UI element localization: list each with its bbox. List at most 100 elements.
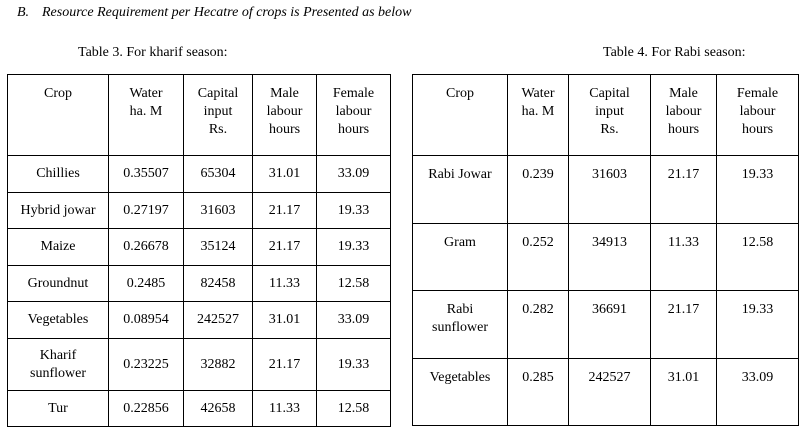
cell-text: Chillies <box>36 166 80 181</box>
cell-male: 21.17 <box>252 228 317 266</box>
cell-text: labour <box>335 104 372 119</box>
cell-capital: 34913 <box>568 223 651 291</box>
section-letter: B. <box>17 5 30 20</box>
cell-text: Vegetables <box>429 370 491 386</box>
rabi-resource-table: Crop Water ha. M Capital input Rs. Male labour h… <box>412 74 799 426</box>
column-header-crop: Crop <box>412 74 508 156</box>
cell-male: 11.33 <box>252 265 317 302</box>
cell-crop: Rabi Jowar <box>412 154 508 225</box>
cell-water: 0.23225 <box>108 338 184 391</box>
cell-water: 0.08954 <box>108 301 184 339</box>
cell-male: 31.01 <box>252 155 317 193</box>
cell-text: Tur <box>48 400 68 416</box>
cell-crop: Chillies <box>7 155 109 193</box>
section-heading: B. Resource Requirement per Hecatre of cr… <box>17 5 411 21</box>
cell-text: Groundnut <box>27 275 89 291</box>
column-header-crop: Crop <box>7 74 109 156</box>
cell-male: 11.33 <box>650 223 717 291</box>
cell-text: Hybrid jowar <box>20 202 96 218</box>
cell-text: Crop <box>44 86 72 101</box>
cell-male: 11.33 <box>252 390 317 427</box>
cell-water: 0.239 <box>507 154 569 225</box>
cell-text: Maize <box>40 239 76 254</box>
cell-female: 12.58 <box>316 390 391 427</box>
cell-text: labour <box>739 104 776 119</box>
cell-water: 0.35507 <box>108 155 184 193</box>
table-row: Vegetables 0.08954 242527 31.01 33.09 <box>7 301 391 339</box>
cell-female: 19.33 <box>716 154 799 225</box>
table-row: Rabi Jowar 0.239 31603 21.17 19.33 <box>412 154 799 225</box>
cell-crop: Maize <box>7 228 109 266</box>
cell-capital: 242527 <box>183 301 253 339</box>
cell-crop: Groundnut <box>7 265 109 302</box>
cell-water: 0.282 <box>507 289 569 360</box>
column-header-male: Male labour hours <box>252 74 317 156</box>
rabi-table-caption: Table 4. For Rabi season: <box>603 45 746 60</box>
cell-text: Male <box>669 86 698 101</box>
table-row: Tur 0.22856 42658 11.33 12.58 <box>7 390 391 427</box>
cell-capital: 242527 <box>568 358 651 426</box>
cell-water: 0.2485 <box>108 265 184 302</box>
cell-male: 21.17 <box>650 154 717 225</box>
cell-capital: 42658 <box>183 390 253 427</box>
cell-crop: Tur <box>7 390 109 427</box>
table-row: Rabi sunflower 0.282 36691 21.17 19.33 <box>412 289 799 360</box>
table-body: Rabi Jowar 0.239 31603 21.17 19.33 Gram 0.252 3… <box>412 154 799 426</box>
cell-capital: 65304 <box>183 155 253 193</box>
column-header-water: Water ha. M <box>507 74 569 156</box>
cell-female: 33.09 <box>316 301 391 339</box>
cell-female: 12.58 <box>716 223 799 291</box>
cell-female: 19.33 <box>316 338 391 391</box>
cell-text: Rabi <box>446 301 474 317</box>
cell-text: Male <box>270 86 299 101</box>
cell-text: ha. M <box>521 104 555 119</box>
cell-water: 0.252 <box>507 223 569 291</box>
cell-text: hours <box>667 122 700 137</box>
table-header-row: Crop Water ha. M Capital input Rs. Male labour h… <box>7 74 391 156</box>
cell-text: labour <box>665 104 702 119</box>
kharif-resource-table: Crop Water ha. M Capital input Rs. Male labour h… <box>7 74 391 427</box>
cell-capital: 31603 <box>183 192 253 229</box>
cell-female: 33.09 <box>716 358 799 426</box>
cell-female: 19.33 <box>316 228 391 266</box>
cell-male: 21.17 <box>252 192 317 229</box>
cell-text: Vegetables <box>27 312 89 327</box>
table-body: Chillies 0.35507 65304 31.01 33.09 Hybrid jow… <box>7 155 391 427</box>
cell-capital: 31603 <box>568 154 651 225</box>
cell-crop: Gram <box>412 223 508 291</box>
column-header-capital: Capital input Rs. <box>183 74 253 156</box>
cell-male: 21.17 <box>650 289 717 360</box>
cell-text: Female <box>332 86 375 101</box>
table-row: Kharif sunflower 0.23225 32882 21.17 19.33 <box>7 338 391 391</box>
column-header-capital: Capital input Rs. <box>568 74 651 156</box>
cell-text: ha. M <box>129 104 163 119</box>
cell-crop: Kharif sunflower <box>7 338 109 391</box>
table-row: Hybrid jowar 0.27197 31603 21.17 19.33 <box>7 192 391 229</box>
cell-text: hours <box>741 122 774 137</box>
cell-text: Gram <box>444 235 476 251</box>
cell-capital: 82458 <box>183 265 253 302</box>
table-row: Maize 0.26678 35124 21.17 19.33 <box>7 228 391 266</box>
cell-text: sunflower <box>30 365 86 381</box>
cell-text: Capital <box>197 86 239 101</box>
cell-male: 31.01 <box>650 358 717 426</box>
cell-female: 12.58 <box>316 265 391 302</box>
table-row: Groundnut 0.2485 82458 11.33 12.58 <box>7 265 391 302</box>
cell-text: sunflower <box>432 319 488 335</box>
cell-text: Crop <box>446 86 474 101</box>
cell-text: Kharif <box>39 347 77 363</box>
kharif-table-caption: Table 3. For kharif season: <box>78 45 228 60</box>
cell-water: 0.22856 <box>108 390 184 427</box>
cell-text: Water <box>521 86 555 101</box>
cell-capital: 35124 <box>183 228 253 266</box>
column-header-water: Water ha. M <box>108 74 184 156</box>
cell-text: hours <box>268 122 301 137</box>
cell-text: Female <box>736 86 779 101</box>
cell-male: 31.01 <box>252 301 317 339</box>
cell-text: Rs. <box>600 122 619 137</box>
cell-text: Rs. <box>208 122 228 137</box>
cell-text: input <box>203 104 233 119</box>
cell-female: 19.33 <box>316 192 391 229</box>
cell-crop: Hybrid jowar <box>7 192 109 229</box>
cell-water: 0.26678 <box>108 228 184 266</box>
